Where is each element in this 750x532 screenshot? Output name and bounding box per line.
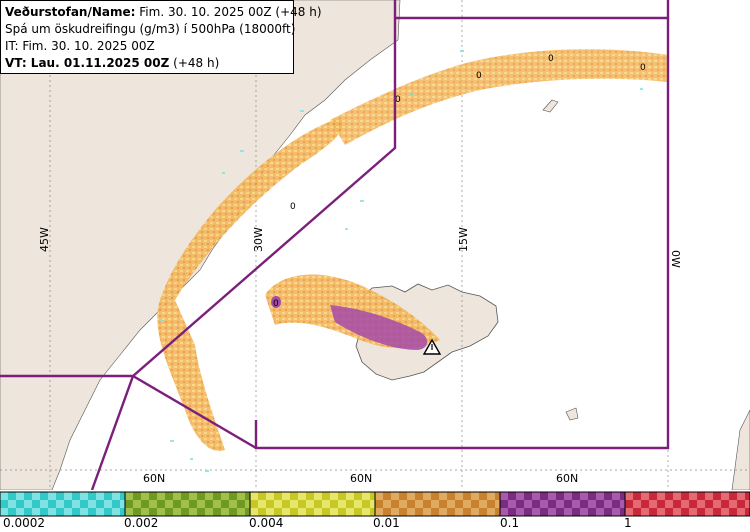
legend-tick: 1 (624, 516, 632, 530)
concentration-legend (0, 491, 750, 517)
ash-plume-west (157, 118, 343, 451)
legend-bin (0, 491, 126, 517)
legend-bin (499, 491, 626, 517)
contour-label: 0 (476, 71, 482, 81)
ash-fringe (160, 50, 643, 472)
legend-bin (249, 491, 376, 517)
forecast-info-box: Veðurstofan/Name: Fim. 30. 10. 2025 00Z … (0, 0, 322, 74)
legend-bin (624, 491, 750, 517)
issuer-value: Fim. 30. 10. 2025 00Z (+48 h) (139, 5, 322, 19)
lat-label-60n-1: 60N (143, 472, 165, 485)
lat-label-60n-3: 60N (556, 472, 578, 485)
vt-value: (+48 h) (173, 56, 220, 70)
it-label: IT: (5, 39, 19, 53)
contour-label: 0 (395, 95, 401, 105)
it-value: Fim. 30. 10. 2025 00Z (22, 39, 155, 53)
issuer-label: Veðurstofan/Name: (5, 5, 136, 19)
it-row: IT: Fim. 30. 10. 2025 00Z (5, 38, 289, 55)
contour-label: 0 (640, 63, 646, 73)
contour-labels: 0 0 0 0 0 0 (273, 54, 646, 309)
vt-label: VT: Lau. 01.11.2025 00Z (5, 56, 170, 70)
ash-plume-north (330, 49, 668, 146)
contour-label: 0 (273, 299, 279, 309)
lon-label-30w: 30W (252, 227, 265, 252)
legend-bin (124, 491, 251, 517)
legend-tick: 0.002 (124, 516, 159, 530)
lat-label-60n-2: 60N (350, 472, 372, 485)
ash-forecast-map: 0 0 0 0 0 0 45W 30W 15W 0W 60N 60N 60N (0, 0, 750, 490)
legend-tick: 0.01 (373, 516, 400, 530)
fir-boundary (0, 0, 670, 490)
legend-tick: 0.1 (500, 516, 520, 530)
contour-label: 0 (290, 202, 296, 212)
lon-label-0w: 0W (669, 250, 682, 268)
volcano-warning-icon (422, 338, 442, 355)
contour-label: 0 (548, 54, 554, 64)
legend-tick: 0.004 (249, 516, 284, 530)
legend-tick: 0.0002 (3, 516, 45, 530)
jan-mayen-land (542, 99, 559, 113)
issuer-row: Veðurstofan/Name: Fim. 30. 10. 2025 00Z … (5, 4, 322, 21)
ash-core (330, 305, 428, 350)
lon-label-15w: 15W (457, 227, 470, 252)
vt-row: VT: Lau. 01.11.2025 00Z (+48 h) (5, 55, 289, 72)
ash-core-west (271, 296, 281, 308)
legend-bin (374, 491, 501, 517)
product-title: Spá um öskudreifingu (g/m3) í 500hPa (18… (5, 22, 296, 36)
faroe-islands (565, 407, 579, 421)
lon-label-45w: 45W (38, 227, 51, 252)
